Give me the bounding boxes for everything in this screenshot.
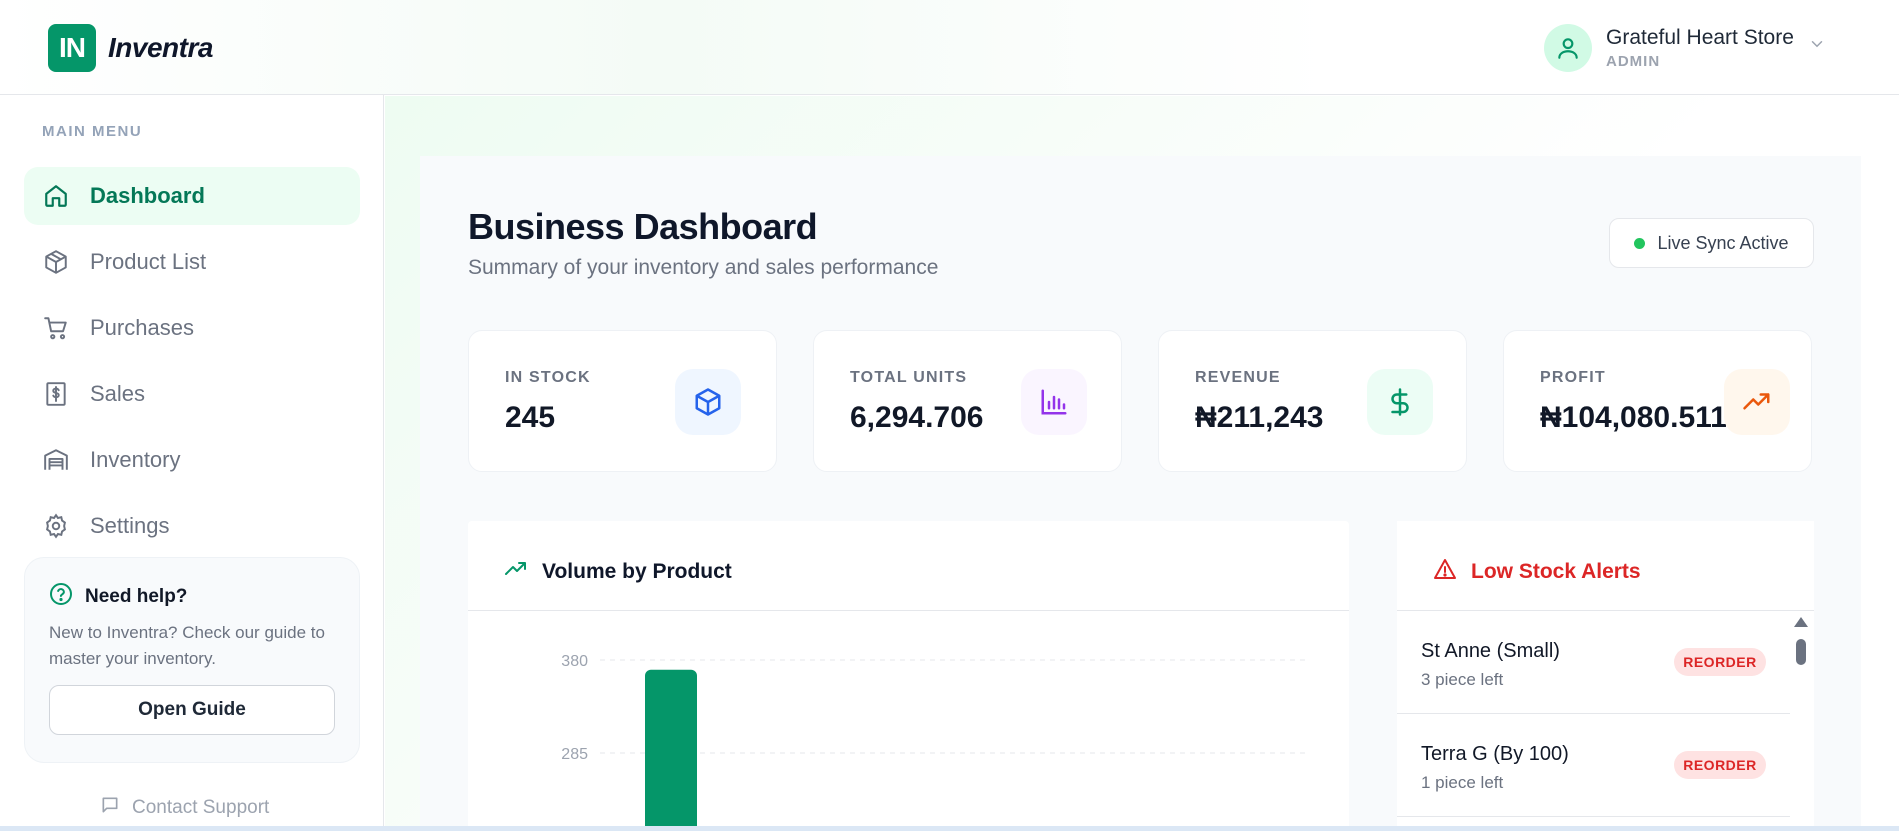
home-icon — [42, 182, 70, 210]
trending-up-icon — [504, 557, 528, 587]
sidebar-item-settings[interactable]: Settings — [24, 497, 360, 555]
box-icon — [42, 248, 70, 276]
sidebar-item-sales[interactable]: Sales — [24, 365, 360, 423]
reorder-badge[interactable]: REORDER — [1674, 648, 1766, 676]
alert-quantity: 1 piece left — [1421, 773, 1504, 792]
logo-mark: IN — [48, 24, 96, 72]
user-avatar-icon — [1544, 24, 1592, 72]
alert-product-name: St Anne (Small) — [1421, 640, 1560, 662]
help-card: Need help? New to Inventra? Check our gu… — [24, 557, 360, 763]
warehouse-icon — [42, 446, 70, 474]
bottom-edge — [0, 826, 1899, 831]
alert-item[interactable]: Terra G (By 100) 1 piece left REORDER — [1397, 715, 1790, 817]
stat-value: ₦104,080.511 — [1540, 401, 1727, 434]
chart-header: Volume by Product — [468, 521, 1349, 611]
contact-support-label: Contact Support — [132, 797, 270, 818]
chat-bubble-icon — [100, 795, 120, 821]
gear-icon — [42, 512, 70, 540]
cart-icon — [42, 314, 70, 342]
stat-value: 245 — [505, 401, 556, 434]
open-guide-button[interactable]: Open Guide — [49, 685, 335, 735]
sync-status-text: Live Sync Active — [1657, 232, 1789, 253]
app-name: Inventra — [108, 32, 213, 63]
alerts-header: Low Stock Alerts — [1397, 521, 1814, 611]
bar-chart-icon — [1021, 369, 1087, 435]
app-logo[interactable]: IN Inventra — [48, 24, 213, 72]
stat-label: IN STOCK — [505, 369, 591, 386]
chart-title-text: Volume by Product — [542, 560, 732, 583]
receipt-dollar-icon — [42, 380, 70, 408]
low-stock-alerts-card: Low Stock Alerts St Anne (Small) 3 piece… — [1397, 521, 1814, 831]
chevron-down-icon[interactable] — [1808, 35, 1826, 58]
page-title: Business Dashboard — [468, 206, 818, 247]
user-menu[interactable]: Grateful Heart Store ADMIN — [1544, 24, 1826, 72]
user-role: ADMIN — [1606, 53, 1661, 70]
sidebar: MAIN MENU Dashboard Product List Purchas… — [0, 95, 384, 831]
sidebar-item-label: Settings — [90, 513, 170, 538]
status-dot-icon — [1634, 237, 1646, 249]
alert-item[interactable]: St Anne (Small) 3 piece left REORDER — [1397, 612, 1790, 714]
cube-icon — [675, 369, 741, 435]
stat-card-profit: PROFIT ₦104,080.511 — [1503, 330, 1812, 472]
alert-quantity: 3 piece left — [1421, 670, 1504, 689]
reorder-badge[interactable]: REORDER — [1674, 751, 1766, 779]
sidebar-item-label: Inventory — [90, 447, 181, 472]
sidebar-item-label: Purchases — [90, 315, 194, 340]
chart-title: Volume by Product — [504, 557, 732, 587]
stat-label: TOTAL UNITS — [850, 369, 968, 386]
help-title: Need help? — [49, 582, 187, 612]
stat-label: REVENUE — [1195, 369, 1281, 386]
alerts-scrollbar[interactable] — [1793, 617, 1808, 831]
sidebar-item-label: Dashboard — [90, 183, 205, 208]
live-sync-badge: Live Sync Active — [1609, 218, 1814, 268]
scroll-up-icon[interactable] — [1794, 617, 1808, 627]
menu-section-label: MAIN MENU — [42, 123, 143, 140]
stat-card-in-stock: IN STOCK 245 — [468, 330, 777, 472]
alerts-title-text: Low Stock Alerts — [1471, 560, 1641, 583]
alert-product-name: Terra G (By 100) — [1421, 743, 1569, 765]
stat-card-revenue: REVENUE ₦211,243 — [1158, 330, 1467, 472]
page-subtitle: Summary of your inventory and sales perf… — [468, 256, 939, 279]
y-tick-label: 380 — [561, 653, 588, 670]
stat-value: 6,294.706 — [850, 401, 984, 434]
volume-bar-chart: 285 380 — [561, 653, 1306, 831]
scrollbar-thumb[interactable] — [1796, 639, 1806, 665]
sidebar-item-dashboard[interactable]: Dashboard — [24, 167, 360, 225]
chart-bar[interactable] — [645, 669, 697, 831]
sidebar-item-purchases[interactable]: Purchases — [24, 299, 360, 357]
help-circle-icon — [49, 582, 73, 612]
user-name: Grateful Heart Store — [1606, 26, 1794, 49]
stat-label: PROFIT — [1540, 369, 1606, 386]
alerts-title: Low Stock Alerts — [1433, 557, 1641, 587]
dollar-icon — [1367, 369, 1433, 435]
y-tick-label: 285 — [561, 746, 588, 763]
contact-support-link[interactable]: Contact Support — [100, 795, 269, 821]
top-header: IN Inventra Grateful Heart Store ADMIN — [0, 0, 1899, 95]
stat-value: ₦211,243 — [1195, 401, 1324, 434]
help-text: New to Inventra? Check our guide to mast… — [49, 623, 325, 668]
sidebar-item-label: Product List — [90, 249, 207, 274]
volume-chart-card: Volume by Product 285 380 — [468, 521, 1349, 831]
help-title-text: Need help? — [85, 586, 188, 607]
sidebar-item-product-list[interactable]: Product List — [24, 233, 360, 291]
stat-card-total-units: TOTAL UNITS 6,294.706 — [813, 330, 1122, 472]
warning-triangle-icon — [1433, 557, 1457, 587]
trending-up-icon — [1724, 369, 1790, 435]
sidebar-item-label: Sales — [90, 381, 146, 406]
sidebar-item-inventory[interactable]: Inventory — [24, 431, 360, 489]
